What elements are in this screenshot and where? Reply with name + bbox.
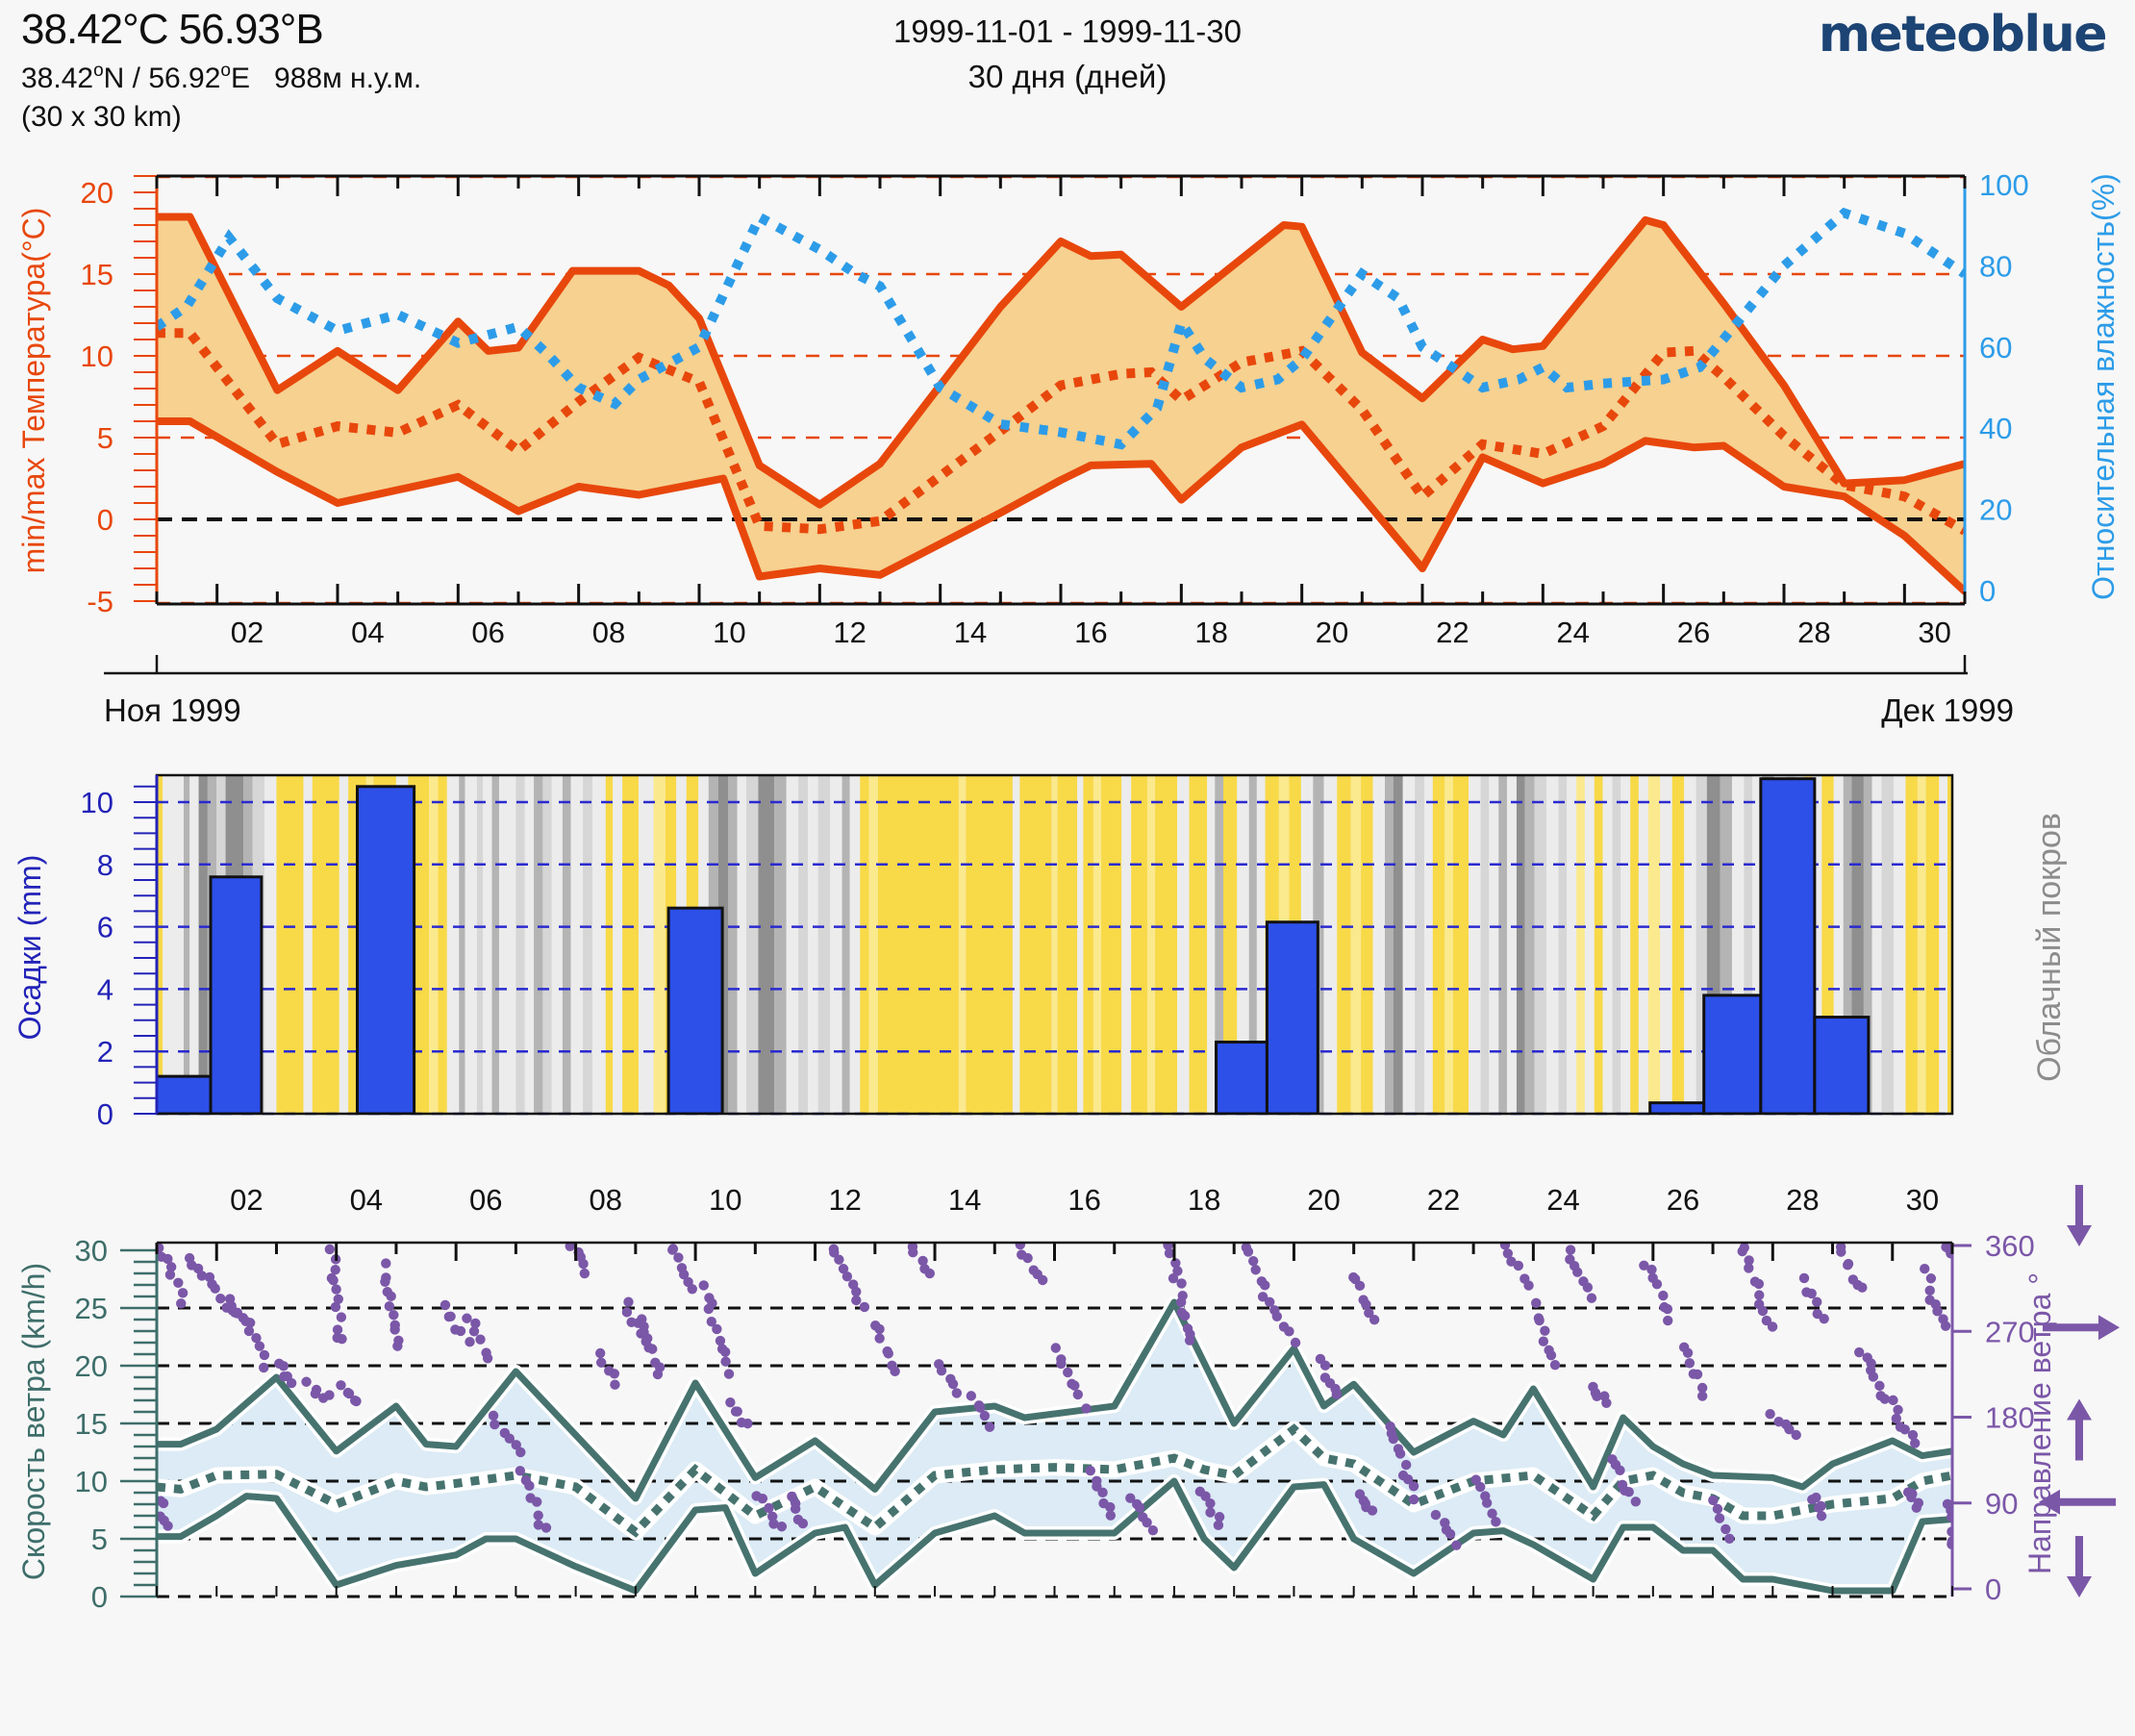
day-label: 16 (1074, 616, 1107, 649)
day-label: 06 (471, 616, 504, 649)
wind-tick-label: 30 (75, 1234, 108, 1268)
temp-tick-label: 15 (81, 258, 113, 291)
wind-tick-label: 0 (91, 1580, 108, 1614)
grid-area: (30 x 30 km) (21, 101, 182, 134)
meteoblue-logo: meteoblue (1818, 6, 2108, 63)
direction-tick-label: 270 (1985, 1315, 2035, 1348)
humidity-tick-label: 60 (1979, 331, 2012, 365)
wind-direction-axis-label: Направление ветра ° (2022, 1272, 2057, 1574)
day-label: 04 (351, 616, 384, 649)
direction-tick-label: 180 (1985, 1401, 2035, 1435)
wind-tick-label: 5 (91, 1522, 108, 1556)
period-header: 1999-11-01 - 1999-11-30 30 дня (дней) (712, 12, 1423, 97)
date-range: 1999-11-01 - 1999-11-30 (892, 13, 1243, 49)
precip-tick-label: 0 (97, 1097, 113, 1131)
wind-tick-label: 15 (75, 1407, 108, 1441)
day-label: 14 (948, 1183, 981, 1217)
humidity-tick-label: 20 (1979, 493, 2012, 527)
precip-tick-label: 6 (97, 911, 113, 944)
direction-tick-label: 0 (1985, 1572, 2001, 1606)
day-label: 14 (954, 616, 987, 649)
wind-speed-axis-label: Скорость ветра (km/h) (16, 1263, 51, 1580)
day-label: 02 (231, 616, 264, 649)
humidity-tick-label: 40 (1979, 412, 2012, 445)
day-label: 22 (1436, 616, 1469, 649)
day-label: 26 (1677, 616, 1710, 649)
temp-tick-label: 0 (97, 503, 113, 537)
right-arrow-icon (2098, 1315, 2120, 1341)
day-label: 02 (230, 1183, 263, 1217)
day-label: 10 (709, 1183, 741, 1217)
precipitation-axis-label: Осадки (mm) (13, 855, 47, 1041)
month-label-left: Ноя 1999 (104, 692, 241, 728)
day-label: 04 (350, 1183, 383, 1217)
day-label: 08 (592, 616, 625, 649)
day-label: 18 (1194, 616, 1227, 649)
temp-tick-label: 10 (81, 340, 113, 373)
location-header: 38.42°C 56.93°B 38.42oN / 56.92oE 988м н… (21, 6, 421, 135)
day-label: 12 (833, 616, 866, 649)
day-label: 06 (469, 1183, 502, 1217)
day-label: 20 (1316, 616, 1348, 649)
temp-tick-label: 5 (97, 421, 113, 455)
humidity-tick-label: 100 (1979, 168, 2029, 202)
location-title: 38.42°C 56.93°B (21, 6, 324, 53)
wind-direction-arrows (2039, 1185, 2120, 1598)
down-arrow-icon (2067, 1576, 2092, 1598)
up-arrow-icon (2067, 1398, 2092, 1421)
temperature-axis-label: min/max Температура(°C) (16, 208, 51, 574)
precip-tick-label: 8 (97, 848, 113, 882)
wind-tick-label: 25 (75, 1292, 108, 1325)
cloudcover-axis-label: Облачный покров (2031, 813, 2068, 1082)
day-label: 30 (1906, 1183, 1939, 1217)
day-label: 28 (1786, 1183, 1819, 1217)
location-coordinates: 38.42oN / 56.92oE 988м н.у.м. (21, 60, 422, 94)
day-label: 10 (713, 616, 745, 649)
day-label: 16 (1068, 1183, 1100, 1217)
precip-tick-label: 4 (97, 972, 113, 1006)
elevation: 988м н.у.м. (274, 62, 422, 94)
direction-tick-label: 90 (1985, 1487, 2018, 1521)
temp-tick-label: 20 (81, 176, 113, 210)
wind-tick-label: 20 (75, 1349, 108, 1383)
down-arrow-icon (2067, 1225, 2092, 1246)
temp-tick-label: -5 (87, 585, 113, 618)
month-label-right: Дек 1999 (1881, 692, 2014, 728)
direction-tick-label: 360 (1985, 1229, 2035, 1263)
wind-tick-label: 10 (75, 1465, 108, 1498)
day-label: 22 (1427, 1183, 1460, 1217)
day-label: 20 (1307, 1183, 1340, 1217)
day-label: 18 (1188, 1183, 1220, 1217)
day-label: 26 (1667, 1183, 1699, 1217)
precip-tick-label: 2 (97, 1035, 113, 1069)
left-arrow-icon (2039, 1489, 2060, 1515)
day-label: 12 (828, 1183, 861, 1217)
day-label: 24 (1556, 616, 1589, 649)
day-label: 08 (590, 1183, 622, 1217)
humidity-axis-label: Относительная влажность(%) (2086, 173, 2121, 600)
day-label: 24 (1546, 1183, 1579, 1217)
day-label: 30 (1918, 616, 1950, 649)
day-label: 28 (1797, 616, 1830, 649)
days-count: 30 дня (дней) (967, 59, 1168, 95)
humidity-tick-label: 80 (1979, 249, 2012, 283)
humidity-tick-label: 0 (1979, 574, 1996, 608)
precip-tick-label: 10 (81, 786, 113, 819)
